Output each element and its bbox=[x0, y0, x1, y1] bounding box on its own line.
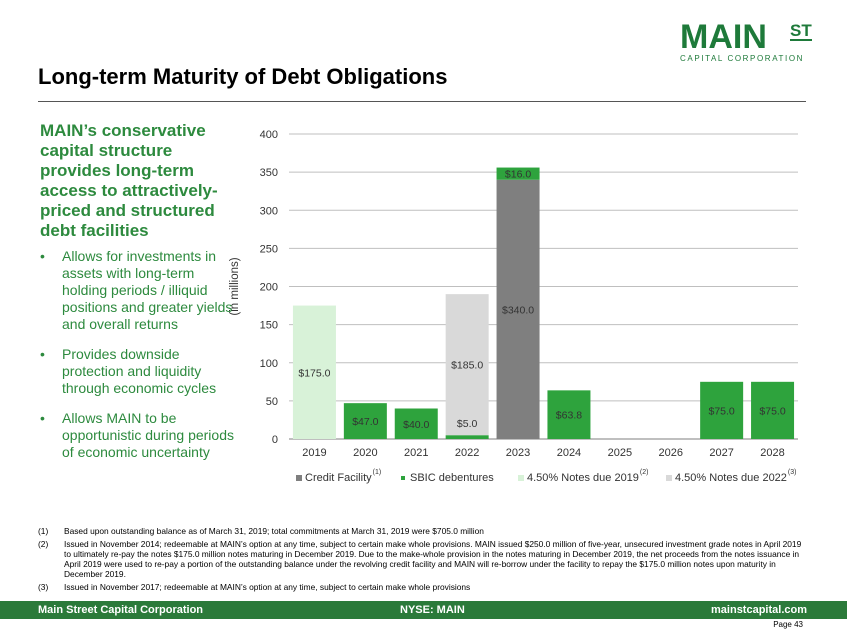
y-tick-label: 350 bbox=[260, 167, 278, 179]
bullet-list: • Allows for investments in assets with l… bbox=[40, 248, 240, 474]
legend-label: 4.50% Notes due 2019 bbox=[527, 472, 639, 484]
footnote: (1) Based upon outstanding balance as of … bbox=[38, 526, 808, 536]
data-label: $75.0 bbox=[709, 405, 735, 417]
legend-footnote-ref: (3) bbox=[788, 469, 797, 476]
legend-label: SBIC debentures bbox=[410, 472, 494, 484]
y-tick-label: 300 bbox=[260, 205, 278, 217]
footnotes: (1) Based upon outstanding balance as of … bbox=[38, 526, 808, 595]
x-tick-label: 2027 bbox=[709, 447, 733, 459]
data-label: $340.0 bbox=[502, 304, 534, 316]
bullet-item: • Provides downside protection and liquid… bbox=[40, 346, 240, 397]
bar-segment bbox=[547, 390, 591, 439]
footer-bar: Main Street Capital Corporation NYSE: MA… bbox=[0, 601, 847, 619]
legend-swatch bbox=[296, 475, 302, 481]
logo-st-text: ST bbox=[790, 21, 812, 41]
bullet-text: Allows for investments in assets with lo… bbox=[62, 248, 233, 332]
data-label: $175.0 bbox=[298, 367, 330, 379]
legend-footnote-ref: (2) bbox=[640, 469, 649, 476]
legend-swatch bbox=[666, 475, 672, 481]
bar-segment bbox=[343, 403, 387, 439]
logo-main-text: MAIN bbox=[680, 18, 767, 56]
x-tick-label: 2023 bbox=[506, 447, 530, 459]
bullet-dot-icon: • bbox=[40, 410, 45, 426]
bullet-dot-icon: • bbox=[40, 346, 45, 362]
x-tick-label: 2019 bbox=[302, 447, 326, 459]
bar-segment bbox=[496, 167, 540, 180]
bullet-text: Allows MAIN to be opportunistic during p… bbox=[62, 410, 234, 460]
bar-segment bbox=[394, 408, 438, 439]
y-tick-label: 50 bbox=[266, 396, 278, 408]
data-label: $63.8 bbox=[556, 410, 582, 422]
company-logo: MAIN ST CAPITAL CORPORATION bbox=[676, 18, 826, 63]
bar-segment bbox=[700, 381, 744, 439]
x-tick-label: 2020 bbox=[353, 447, 377, 459]
logo-subtitle: CAPITAL CORPORATION bbox=[680, 54, 805, 63]
legend-label: 4.50% Notes due 2022 bbox=[675, 472, 787, 484]
footnote-number: (2) bbox=[38, 539, 49, 549]
data-label: $75.0 bbox=[759, 405, 785, 417]
bullet-item: • Allows for investments in assets with l… bbox=[40, 248, 240, 333]
footnote: (3) Issued in November 2017; redeemable a… bbox=[38, 582, 808, 592]
footnote-text: Based upon outstanding balance as of Mar… bbox=[64, 526, 484, 536]
y-tick-label: 150 bbox=[260, 320, 278, 332]
bar-segment bbox=[292, 305, 336, 439]
x-tick-label: 2026 bbox=[659, 447, 683, 459]
y-tick-label: 400 bbox=[260, 129, 278, 141]
bar-segment bbox=[445, 435, 489, 439]
data-label: $185.0 bbox=[451, 360, 483, 372]
lead-statement: MAIN’s conservative capital structure pr… bbox=[40, 121, 218, 240]
y-tick-label: 0 bbox=[272, 434, 278, 446]
legend-swatch bbox=[401, 476, 405, 480]
data-label: $16.0 bbox=[505, 169, 531, 181]
debt-maturity-chart: 0 50 100 150 200 250 300 350 400 (in millions) 201… bbox=[229, 129, 798, 484]
x-tick-label: 2025 bbox=[608, 447, 632, 459]
legend-footnote-ref: (1) bbox=[373, 469, 382, 476]
y-tick-label: 100 bbox=[260, 358, 278, 370]
footer-website[interactable]: mainstcapital.com bbox=[711, 604, 807, 616]
data-label: $40.0 bbox=[403, 419, 429, 431]
x-tick-label: 2022 bbox=[455, 447, 479, 459]
footer-company: Main Street Capital Corporation bbox=[38, 604, 204, 616]
footnote-number: (1) bbox=[38, 526, 49, 536]
bullet-dot-icon: • bbox=[40, 248, 45, 264]
x-tick-label: 2021 bbox=[404, 447, 428, 459]
data-label: $5.0 bbox=[457, 418, 478, 430]
footnote: (2) Issued in November 2014; redeemable a… bbox=[38, 539, 808, 579]
bullet-item: • Allows MAIN to be opportunistic during … bbox=[40, 410, 240, 461]
y-axis-label: (in millions) bbox=[229, 257, 241, 315]
footnote-number: (3) bbox=[38, 582, 49, 592]
page-number: Page 43 bbox=[773, 620, 803, 629]
legend-label: Credit Facility bbox=[305, 472, 372, 484]
bar-segment bbox=[445, 294, 489, 436]
x-tick-label: 2024 bbox=[557, 447, 581, 459]
title-divider bbox=[38, 101, 806, 102]
y-tick-label: 250 bbox=[260, 243, 278, 255]
page-title: Long-term Maturity of Debt Obligations bbox=[38, 64, 448, 89]
data-label: $47.0 bbox=[352, 416, 378, 428]
legend-swatch bbox=[518, 475, 524, 481]
y-tick-label: 200 bbox=[260, 282, 278, 294]
footer-ticker: NYSE: MAIN bbox=[400, 604, 465, 616]
bar-segment bbox=[496, 179, 540, 439]
x-tick-label: 2028 bbox=[760, 447, 784, 459]
footnote-text: Issued in November 2014; redeemable at M… bbox=[64, 539, 802, 579]
footnote-text: Issued in November 2017; redeemable at M… bbox=[64, 582, 471, 592]
bar-segment bbox=[751, 381, 795, 439]
bullet-text: Provides downside protection and liquidi… bbox=[62, 346, 217, 396]
